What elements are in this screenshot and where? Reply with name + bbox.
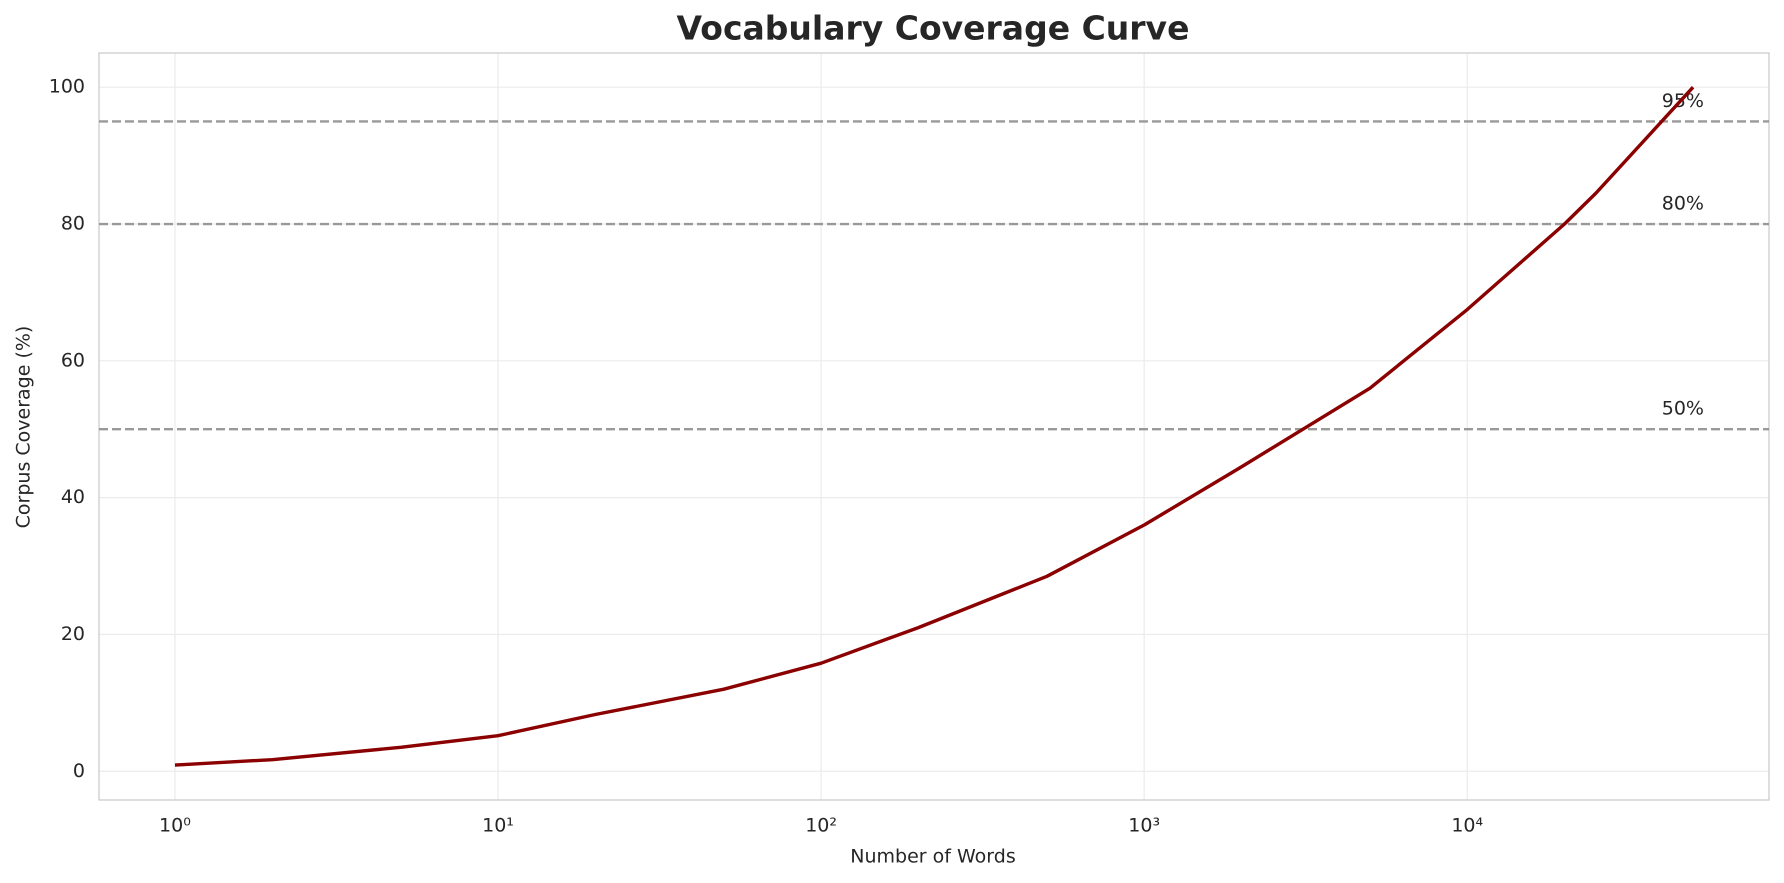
y-tick-label: 0: [73, 760, 85, 782]
x-tick-label: 10⁴: [1451, 815, 1483, 837]
x-tick-label: 10⁰: [159, 815, 191, 837]
reference-label: 50%: [1662, 398, 1704, 420]
x-tick-label: 10³: [1128, 815, 1160, 837]
y-axis-label: Corpus Coverage (%): [13, 326, 35, 529]
x-tick-label: 10¹: [482, 815, 514, 837]
x-tick-label: 10²: [805, 815, 837, 837]
y-tick-label: 100: [49, 76, 85, 98]
chart-title: Vocabulary Coverage Curve: [677, 9, 1190, 48]
data-line: [174, 86, 1695, 767]
y-tick-label: 80: [61, 213, 85, 235]
reference-label: 95%: [1662, 90, 1704, 112]
y-tick-label: 20: [61, 623, 85, 645]
y-tick-label: 40: [61, 486, 85, 508]
y-tick-label: 60: [61, 349, 85, 371]
plot-frame: [98, 52, 1770, 801]
reference-label: 80%: [1662, 193, 1704, 215]
x-axis-label: Number of Words: [850, 846, 1015, 868]
